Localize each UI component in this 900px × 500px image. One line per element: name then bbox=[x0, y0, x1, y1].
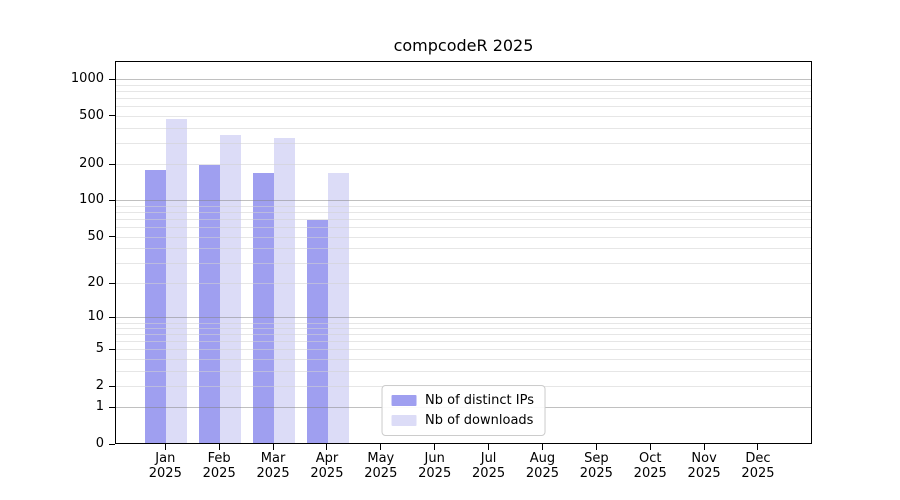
minor-gridline bbox=[116, 142, 811, 144]
x-axis-tick bbox=[272, 444, 274, 450]
minor-gridline bbox=[116, 349, 811, 351]
bar-ips-feb-2025 bbox=[199, 165, 221, 443]
minor-gridline bbox=[116, 262, 811, 264]
x-tick-label: Jun 2025 bbox=[418, 451, 452, 481]
y-tick-label: 500 bbox=[79, 107, 104, 123]
bar-downloads-feb-2025 bbox=[220, 134, 242, 443]
x-axis-tick bbox=[703, 444, 705, 450]
x-axis-tick bbox=[595, 444, 597, 450]
x-tick-label: Nov 2025 bbox=[687, 451, 721, 481]
minor-gridline bbox=[116, 341, 811, 343]
bar-ips-jan-2025 bbox=[145, 170, 167, 443]
minor-gridline bbox=[116, 85, 811, 86]
x-axis-tick bbox=[649, 444, 651, 450]
major-gridline bbox=[116, 79, 811, 81]
bar-ips-mar-2025 bbox=[253, 172, 275, 443]
legend-swatch bbox=[391, 395, 417, 406]
y-axis-tick bbox=[109, 385, 115, 387]
y-tick-label: 10 bbox=[87, 309, 104, 325]
x-tick-label: Jan 2025 bbox=[148, 451, 182, 481]
x-axis-tick bbox=[164, 444, 166, 450]
y-axis-tick bbox=[109, 163, 115, 165]
minor-gridline bbox=[116, 328, 811, 330]
major-gridline bbox=[116, 200, 811, 202]
bar-ips-apr-2025 bbox=[306, 220, 328, 443]
legend-label: Nb of distinct IPs bbox=[425, 393, 534, 408]
x-tick-label: Jul 2025 bbox=[472, 451, 506, 481]
x-axis-tick bbox=[326, 444, 328, 450]
bar-downloads-mar-2025 bbox=[274, 138, 296, 443]
minor-gridline bbox=[116, 322, 811, 324]
x-axis-tick bbox=[757, 444, 759, 450]
y-tick-label: 200 bbox=[79, 156, 104, 172]
y-axis-tick bbox=[109, 348, 115, 350]
minor-gridline bbox=[116, 283, 811, 285]
minor-gridline bbox=[116, 370, 811, 372]
bar-downloads-apr-2025 bbox=[327, 173, 349, 443]
y-tick-label: 50 bbox=[87, 228, 104, 244]
minor-gridline bbox=[116, 205, 811, 207]
y-axis-tick bbox=[109, 236, 115, 238]
y-axis-tick bbox=[109, 406, 115, 408]
minor-gridline bbox=[116, 98, 811, 100]
x-tick-label: Apr 2025 bbox=[310, 451, 344, 481]
minor-gridline bbox=[116, 359, 811, 361]
x-tick-label: Aug 2025 bbox=[525, 451, 559, 481]
minor-gridline bbox=[116, 91, 811, 93]
plot-area: Nb of distinct IPs Nb of downloads bbox=[115, 61, 812, 444]
y-tick-label: 0 bbox=[95, 436, 104, 451]
y-axis-tick bbox=[109, 78, 115, 80]
y-axis-tick bbox=[109, 316, 115, 318]
y-tick-label: 100 bbox=[79, 192, 104, 208]
minor-gridline bbox=[116, 164, 811, 166]
y-axis-tick bbox=[109, 115, 115, 117]
x-tick-label: May 2025 bbox=[364, 451, 398, 481]
x-tick-label: Sep 2025 bbox=[579, 451, 613, 481]
y-tick-label: 5 bbox=[95, 341, 104, 357]
minor-gridline bbox=[116, 127, 811, 129]
x-axis-tick bbox=[434, 444, 436, 450]
minor-gridline bbox=[116, 212, 811, 214]
legend-swatch bbox=[391, 415, 417, 426]
x-axis-tick bbox=[218, 444, 220, 450]
y-axis-tick bbox=[109, 443, 115, 445]
bar-downloads-jan-2025 bbox=[166, 118, 188, 443]
minor-gridline bbox=[116, 227, 811, 229]
y-axis-tick bbox=[109, 199, 115, 201]
minor-gridline bbox=[116, 236, 811, 238]
minor-gridline bbox=[116, 106, 811, 108]
minor-gridline bbox=[116, 334, 811, 336]
legend-label: Nb of downloads bbox=[425, 413, 534, 428]
y-axis-tick bbox=[109, 282, 115, 284]
legend-item: Nb of distinct IPs bbox=[391, 393, 534, 408]
legend-item: Nb of downloads bbox=[391, 413, 534, 428]
y-tick-label: 20 bbox=[87, 275, 104, 291]
major-gridline bbox=[116, 317, 811, 319]
x-tick-label: Feb 2025 bbox=[202, 451, 236, 481]
x-axis-tick bbox=[488, 444, 490, 450]
x-tick-label: Dec 2025 bbox=[741, 451, 775, 481]
y-tick-label: 2 bbox=[95, 378, 104, 394]
minor-gridline bbox=[116, 115, 811, 117]
legend: Nb of distinct IPs Nb of downloads bbox=[381, 385, 546, 436]
minor-gridline bbox=[116, 248, 811, 250]
x-tick-label: Oct 2025 bbox=[633, 451, 667, 481]
x-axis-tick bbox=[541, 444, 543, 450]
minor-gridline bbox=[116, 219, 811, 221]
chart-title: compcodeR 2025 bbox=[393, 36, 534, 55]
x-tick-label: Mar 2025 bbox=[256, 451, 290, 481]
y-tick-label: 1000 bbox=[70, 71, 104, 87]
y-tick-label: 1 bbox=[95, 399, 104, 415]
x-axis-tick bbox=[380, 444, 382, 450]
